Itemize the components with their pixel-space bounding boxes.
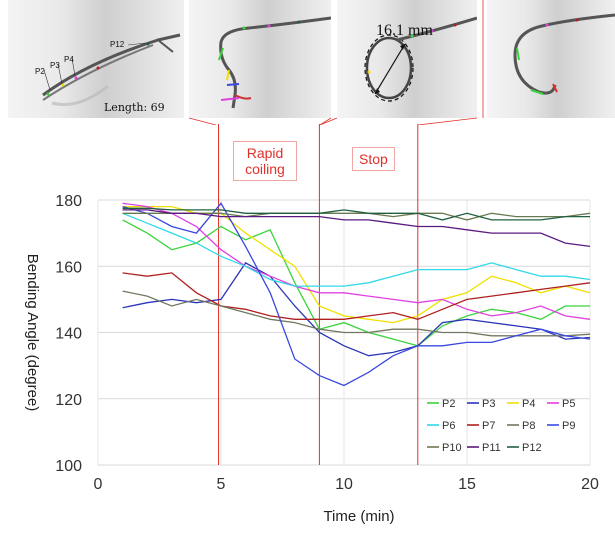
label-p3: P3 xyxy=(50,61,60,70)
legend-label-p12: P12 xyxy=(522,442,542,454)
legend-label-p10: P10 xyxy=(442,442,462,454)
y-tick-label-100: 100 xyxy=(55,458,82,475)
series-layer xyxy=(122,202,591,387)
series-line-p11 xyxy=(122,209,591,248)
label-p2: P2 xyxy=(35,67,45,76)
x-axis-ticks: 0 5 10 15 20 xyxy=(94,476,599,493)
y-tick-label-180: 180 xyxy=(55,193,82,210)
diameter-label: 16.1 mm xyxy=(376,22,433,39)
actuator-coil xyxy=(364,16,477,102)
photo-initial-state: P2 P3 P4 P12 Length: 69 mm xyxy=(8,0,184,118)
legend-label-p2: P2 xyxy=(442,398,455,410)
legend-label-p9: P9 xyxy=(562,420,575,432)
legend-label-p8: P8 xyxy=(522,420,535,432)
series-line-p9 xyxy=(122,202,591,387)
series-line-p5 xyxy=(122,202,591,320)
legend-label-p7: P7 xyxy=(482,420,495,432)
legend: P2 P3 P4 P5 P6 P7 P8 P9 P10 P11 P12 xyxy=(427,398,575,454)
series-line-p3 xyxy=(122,262,591,357)
actuator-loop xyxy=(513,13,615,95)
photo-coiled: 16.1 mm xyxy=(337,0,477,118)
phase-label-rapid-text: Rapid coiling xyxy=(245,145,285,177)
x-tick-label-20: 20 xyxy=(581,476,599,493)
x-axis-label: Time (min) xyxy=(323,508,394,525)
phase-lines xyxy=(218,124,419,465)
y-tick-label-140: 140 xyxy=(55,326,82,343)
label-p12: P12 xyxy=(110,40,125,49)
legend-label-p5: P5 xyxy=(562,398,575,410)
photo-stopped xyxy=(487,0,615,118)
label-p4: P4 xyxy=(64,55,74,64)
series-line-p6 xyxy=(122,212,591,287)
phase-label-stop-text: Stop xyxy=(359,151,388,167)
y-axis-ticks: 100 120 140 160 180 xyxy=(55,193,82,475)
y-tick-label-120: 120 xyxy=(55,392,82,409)
x-tick-label-15: 15 xyxy=(458,476,476,493)
actuator-hook xyxy=(218,16,331,109)
series-line-p7 xyxy=(122,272,591,320)
photo-coiling-start xyxy=(189,0,331,118)
grid xyxy=(97,199,591,466)
series-line-p2 xyxy=(122,219,590,347)
y-tick-label-160: 160 xyxy=(55,259,82,276)
phase-label-stop: Stop xyxy=(352,147,395,171)
x-tick-label-0: 0 xyxy=(94,476,103,493)
legend-label-p11: P11 xyxy=(482,442,501,454)
photo-strip: P2 P3 P4 P12 Length: 69 mm xyxy=(0,0,615,125)
length-label: Length: 69 mm xyxy=(104,101,165,118)
actuator-straight xyxy=(42,33,181,107)
legend-label-p6: P6 xyxy=(442,420,455,432)
series-line-p12 xyxy=(122,207,590,221)
series-line-p8 xyxy=(122,290,591,337)
bending-angle-chart: 100 120 140 160 180 0 5 10 15 20 Bending Angle (… xyxy=(24,124,599,525)
legend-label-p3: P3 xyxy=(482,398,495,410)
legend-label-p4: P4 xyxy=(522,398,535,410)
x-tick-label-10: 10 xyxy=(335,476,353,493)
phase-label-rapid-coiling: Rapid coiling xyxy=(233,141,297,181)
series-line-p10 xyxy=(122,212,591,221)
x-tick-label-5: 5 xyxy=(217,476,226,493)
y-axis-label: Bending Angle (degree) xyxy=(24,254,41,412)
